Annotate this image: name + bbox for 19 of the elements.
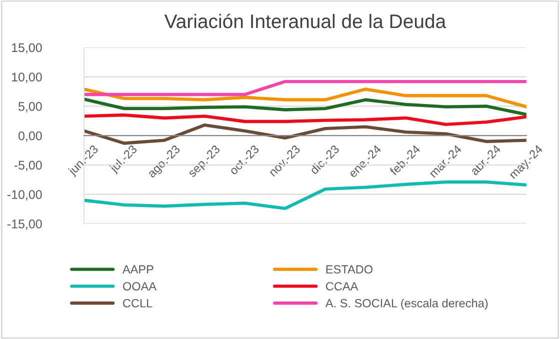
legend-label: AAPP — [122, 265, 154, 274]
line-series — [84, 113, 526, 126]
line-series — [84, 123, 526, 145]
y-tick-label: 15,00 — [12, 43, 42, 54]
line-series — [84, 180, 526, 210]
line-series — [84, 88, 526, 108]
y-tick-label: 5,00 — [18, 102, 42, 112]
legend-label: ESTADO — [326, 265, 372, 274]
y-tick-label: -15,00 — [7, 220, 42, 230]
line-series — [84, 98, 526, 116]
y-tick-label: 10,00 — [12, 72, 42, 83]
chart-title: Variación Interanual de la Deuda — [164, 14, 446, 28]
y-tick-label: -5,00 — [14, 160, 42, 172]
legend-label: CCAA — [326, 282, 358, 290]
y-tick-label: -10,00 — [7, 190, 42, 200]
legend-label: OOAA — [123, 282, 157, 290]
legend-label: A. S. SOCIAL (escala derecha) — [325, 298, 488, 310]
y-tick-label: 0,00 — [18, 131, 42, 142]
legend-label: CCLL — [123, 299, 152, 308]
